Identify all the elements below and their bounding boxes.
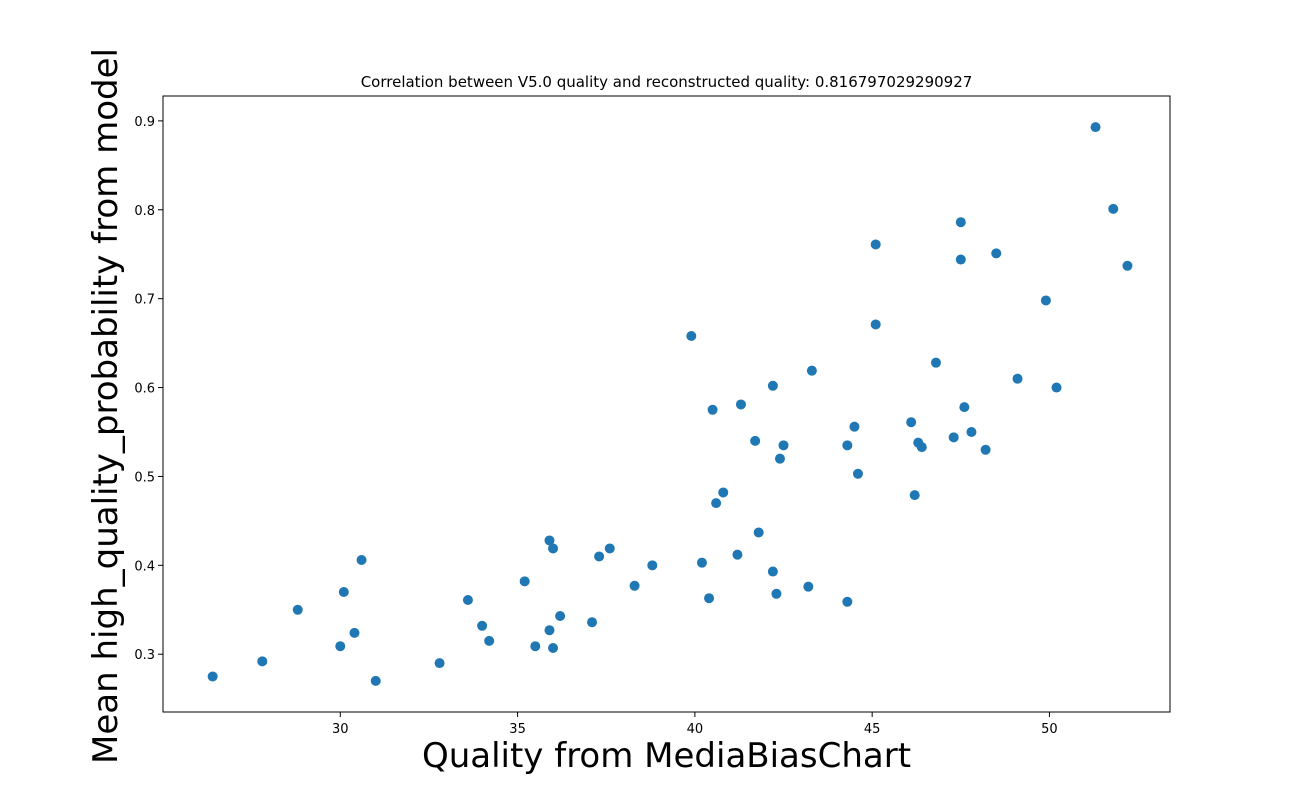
scatter-point [356,555,367,565]
x-axis-label: Quality from MediaBiasChart [422,736,911,776]
y-axis-ticks: 0.3 0.4 0.5 0.6 0.7 0.8 0.9 [134,115,163,663]
scatter-point [955,217,966,228]
plot-frame [162,95,1171,713]
scatter-point [966,427,977,437]
scatter-point [955,254,966,265]
scatter-point [991,248,1002,259]
points-layer [207,122,1133,686]
y-tick-label: 0.9 [134,115,155,130]
scatter-point [1108,203,1119,214]
y-tick-label: 0.5 [134,470,155,485]
x-tick-label: 45 [864,722,881,737]
scatter-point [544,625,555,636]
scatter-point [870,319,881,330]
scatter-point [803,581,814,592]
scatter-point [370,675,381,686]
scatter-point [434,658,445,669]
scatter-point [1040,295,1051,306]
scatter-point [1051,382,1062,393]
scatter-point [647,560,658,571]
scatter-point [629,580,640,591]
scatter-point [484,635,495,646]
scatter-point [207,671,218,682]
scatter-point [335,641,346,652]
scatter-point [1090,122,1101,133]
scatter-point [349,627,360,638]
scatter-point [711,498,722,509]
scatter-point [909,490,920,501]
scatter-point [707,404,718,415]
scatter-point [292,604,303,615]
scatter-point [462,595,473,605]
scatter-point [519,576,530,587]
scatter-point [778,440,789,451]
scatter-point [852,468,863,479]
scatter-point [1012,373,1023,384]
scatter-point [594,551,605,562]
x-axis-ticks: 30 35 40 45 50 [332,712,1058,737]
scatter-point [767,566,778,577]
y-axis-label: Mean high_quality_probability from model [86,48,126,764]
scatter-point [750,435,761,446]
scatter-point [916,442,927,453]
scatter-point [338,587,349,597]
scatter-point [980,444,991,455]
scatter-point [544,535,555,546]
scatter-point [753,527,764,538]
scatter-point [604,543,615,554]
scatter-point [686,331,697,341]
x-tick-label: 30 [332,722,349,737]
scatter-point [704,593,715,604]
chart-title: Correlation between V5.0 quality and rec… [361,73,973,91]
y-tick-label: 0.4 [134,559,155,574]
y-tick-label: 0.3 [134,648,155,663]
scatter-point [767,380,778,391]
scatter-point [587,617,598,628]
scatter-point [842,440,853,451]
y-tick-label: 0.7 [134,293,155,308]
scatter-point [548,543,559,554]
scatter-point [477,620,488,631]
scatter-point [732,549,743,560]
scatter-point [930,357,941,368]
scatter-point [548,643,559,653]
scatter-point [849,421,860,432]
scatter-point [257,656,268,667]
scatter-point [806,365,817,376]
scatter-point [696,557,707,568]
scatter-point [842,596,853,607]
y-tick-label: 0.8 [134,204,155,219]
scatter-point [1122,260,1133,271]
y-tick-label: 0.6 [134,382,155,397]
x-tick-label: 50 [1041,722,1058,737]
scatter-point [718,487,729,498]
scatter-point [774,453,785,464]
scatter-point [555,611,566,621]
scatter-point [906,417,917,428]
scatter-point [771,588,782,599]
scatter-point [959,402,970,413]
scatter-point [530,641,541,652]
x-tick-label: 35 [509,722,526,737]
scatter-point [948,432,959,443]
scatter-point [735,399,746,410]
x-tick-label: 40 [687,722,704,737]
scatter-point [870,239,881,250]
